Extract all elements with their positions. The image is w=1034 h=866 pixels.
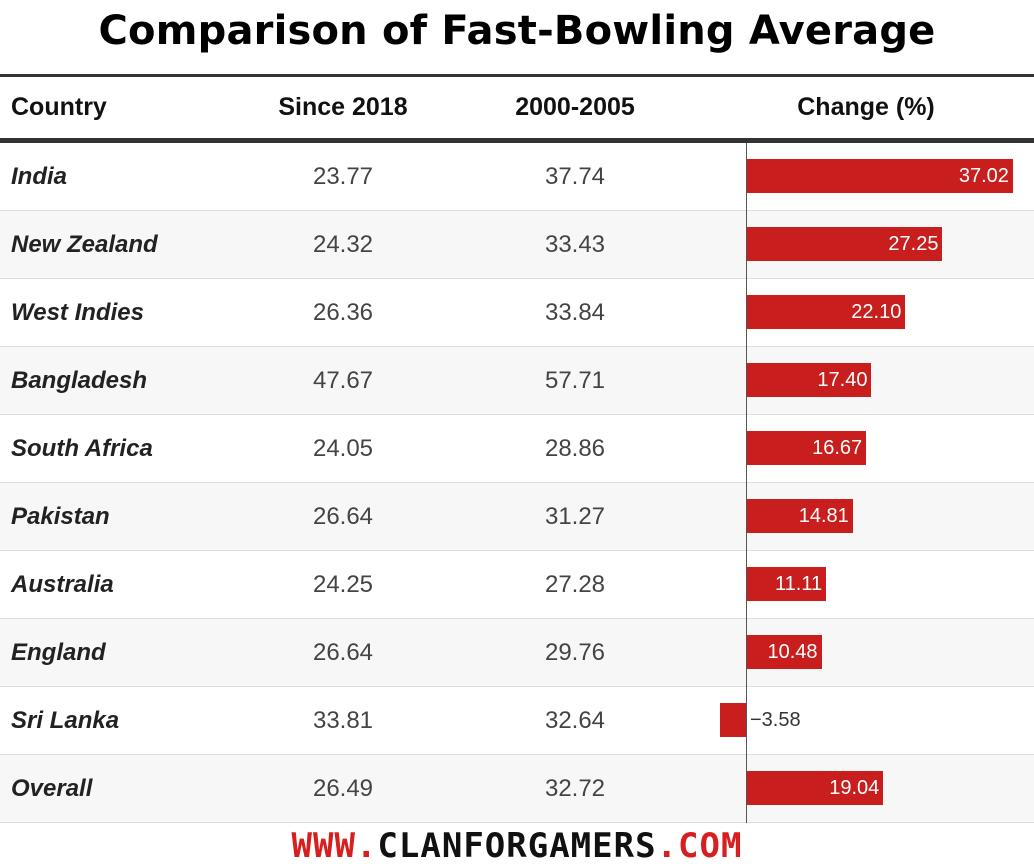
page-title: Comparison of Fast-Bowling Average [98, 8, 936, 54]
change-label: 17.40 [817, 369, 868, 391]
footer-name: CLANFORGAMERS [377, 826, 657, 866]
y2000-2005-value: 57.71 [544, 367, 606, 394]
change-label: 10.48 [767, 641, 818, 663]
table-row: Pakistan 26.64 31.27 14.81 [0, 483, 1034, 551]
y2000-2005-value: 28.86 [544, 435, 606, 462]
country-name: India [11, 163, 68, 190]
since-2018-value: 47.67 [312, 367, 374, 394]
footer-suffix: .COM [656, 826, 743, 866]
country-name: Bangladesh [11, 367, 148, 394]
y2000-2005-value: 33.43 [544, 231, 606, 258]
header-2000-2005: 2000-2005 [515, 93, 635, 121]
country-name: South Africa [11, 435, 153, 462]
change-label: 37.02 [958, 165, 1009, 187]
header-divider [0, 138, 1034, 143]
change-label: 27.25 [888, 233, 939, 255]
table-row: Sri Lanka 33.81 32.64 −3.58 [0, 687, 1034, 755]
change-label: 19.04 [829, 777, 880, 799]
change-bar [746, 295, 906, 329]
y2000-2005-value: 32.72 [544, 775, 606, 802]
change-bar [720, 703, 746, 737]
country-name: Pakistan [11, 503, 110, 530]
change-label: 22.10 [851, 301, 902, 323]
change-bar [746, 363, 872, 397]
change-label: 16.67 [812, 437, 863, 459]
y2000-2005-value: 31.27 [544, 503, 606, 530]
footer-watermark: WWW.CLANFORGAMERS.COM [0, 826, 1034, 866]
table-row: Bangladesh 47.67 57.71 17.40 [0, 347, 1034, 415]
change-bar [746, 431, 867, 465]
y2000-2005-value: 29.76 [544, 639, 606, 666]
top-divider [0, 74, 1034, 77]
header-country: Country [11, 93, 107, 121]
since-2018-value: 24.25 [312, 571, 374, 598]
country-name: New Zealand [11, 231, 158, 258]
change-bar [746, 227, 943, 261]
since-2018-value: 24.05 [312, 435, 374, 462]
since-2018-value: 26.36 [312, 299, 374, 326]
table-row: Overall 26.49 32.72 19.04 [0, 755, 1034, 823]
y2000-2005-value: 37.74 [544, 163, 606, 190]
table-row: Australia 24.25 27.28 11.11 [0, 551, 1034, 619]
country-name: Sri Lanka [11, 707, 120, 734]
change-bar [746, 499, 853, 533]
footer-prefix: WWW. [291, 826, 378, 866]
since-2018-value: 26.64 [312, 503, 374, 530]
change-bar [746, 771, 884, 805]
table-row: New Zealand 24.32 33.43 27.25 [0, 211, 1034, 279]
country-name: England [11, 639, 106, 666]
table-row: West Indies 26.36 33.84 22.10 [0, 279, 1034, 347]
since-2018-value: 26.64 [312, 639, 374, 666]
change-label: 11.11 [775, 573, 823, 595]
y2000-2005-value: 33.84 [544, 299, 606, 326]
header-since-2018: Since 2018 [278, 93, 408, 121]
y2000-2005-value: 32.64 [544, 707, 606, 734]
change-bar [746, 567, 827, 601]
table-row: South Africa 24.05 28.86 16.67 [0, 415, 1034, 483]
change-bar [746, 159, 1013, 193]
since-2018-value: 24.32 [312, 231, 374, 258]
since-2018-value: 26.49 [312, 775, 374, 802]
country-name: West Indies [11, 299, 144, 326]
header-change: Change (%) [797, 93, 935, 121]
country-name: Overall [11, 775, 93, 802]
since-2018-value: 23.77 [312, 163, 374, 190]
change-label: −3.58 [750, 709, 801, 731]
country-name: Australia [11, 571, 114, 598]
since-2018-value: 33.81 [312, 707, 374, 734]
table-row: India 23.77 37.74 37.02 [0, 143, 1034, 211]
change-bar [746, 635, 822, 669]
table-row: England 26.64 29.76 10.48 [0, 619, 1034, 687]
zero-axis [746, 143, 747, 823]
y2000-2005-value: 27.28 [544, 571, 606, 598]
change-label: 14.81 [798, 505, 849, 527]
